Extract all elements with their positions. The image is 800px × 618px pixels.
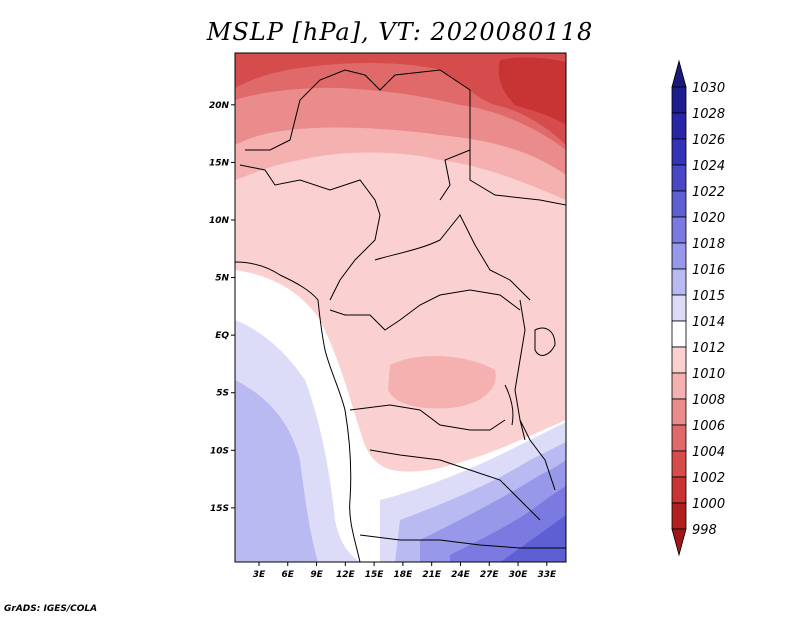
lon-tick-label: 21E	[422, 570, 442, 580]
colorbar-swatch	[671, 242, 687, 270]
field-1022-southeast	[500, 515, 566, 562]
lat-tick-label: 15N	[209, 158, 230, 168]
colorbar-label: 998	[692, 523, 717, 538]
colorbar-swatch	[671, 320, 687, 348]
border-central-2	[329, 289, 521, 331]
colorbar-label: 1002	[692, 471, 725, 486]
colorbar-label: 1012	[692, 341, 725, 356]
colorbar-label: 1030	[692, 81, 725, 96]
lon-tick-label: 15E	[365, 570, 385, 580]
colorbar-swatch	[671, 398, 687, 426]
colorbar-label: 1015	[692, 289, 725, 304]
map-frame	[234, 52, 567, 563]
colorbar-swatch	[671, 450, 687, 478]
border-east-1	[514, 299, 556, 491]
border-south-1	[369, 449, 541, 521]
colorbar-top-arrow	[671, 59, 687, 88]
colorbar-bottom-arrow	[671, 528, 687, 557]
colorbar-swatch	[671, 424, 687, 452]
lon-tick-label: 30E	[509, 570, 529, 580]
colorbar-swatch	[671, 476, 687, 504]
colorbar-label: 1014	[692, 315, 725, 330]
pressure-field	[235, 53, 566, 562]
lat-tick-label: 5N	[215, 274, 229, 284]
latitude-axis: 20N 15N 10N 5N EQ 5S 10S 15S	[209, 101, 235, 514]
colorbar-swatch	[671, 372, 687, 400]
coastline-west-africa	[235, 261, 361, 562]
lat-tick-label: EQ	[215, 331, 229, 341]
colorbar-swatch	[671, 346, 687, 374]
colorbar-swatch	[671, 164, 687, 192]
border-south-2	[359, 534, 566, 549]
colorbar-swatch	[671, 190, 687, 218]
grads-credit: GrADS: IGES/COLA	[4, 604, 98, 614]
longitude-axis: 3E 6E 9E 12E 15E 18E 21E 24E 27E 30E 33E	[253, 562, 557, 580]
lon-tick-label: 3E	[253, 570, 266, 580]
border-north-1	[245, 69, 471, 201]
colorbar-label: 1000	[692, 497, 725, 512]
lon-tick-label: 27E	[480, 570, 500, 580]
border-central-3	[349, 404, 506, 431]
colorbar-label: 1018	[692, 237, 725, 252]
lon-tick-label: 9E	[310, 570, 323, 580]
colorbar-swatch	[671, 138, 687, 166]
border-central-1	[374, 214, 531, 301]
lat-tick-label: 20N	[209, 101, 230, 111]
colorbar-label: 1016	[692, 263, 725, 278]
field-1004-north	[235, 53, 566, 145]
colorbar-label: 1022	[692, 185, 725, 200]
field-1010-congo	[388, 355, 496, 409]
lon-tick-label: 6E	[282, 570, 295, 580]
colorbar-swatch	[671, 216, 687, 244]
colorbar-label: 1004	[692, 445, 725, 460]
colorbar-label: 1020	[692, 211, 725, 226]
lon-tick-label: 33E	[537, 570, 557, 580]
colorbar-label: 1008	[692, 393, 725, 408]
lon-tick-label: 24E	[451, 570, 471, 580]
colorbar-swatch	[671, 294, 687, 322]
lon-tick-label: 12E	[336, 570, 356, 580]
lon-tick-label: 18E	[394, 570, 414, 580]
border-east-2	[469, 150, 566, 206]
lat-tick-label: 10N	[209, 216, 230, 226]
colorbar-swatch	[671, 86, 687, 114]
lake-outline	[504, 327, 556, 441]
colorbar-label: 1026	[692, 133, 725, 148]
colorbar-label: 1024	[692, 159, 725, 174]
colorbar-swatch	[671, 268, 687, 296]
lat-tick-label: 10S	[210, 446, 229, 456]
colorbar-swatch	[671, 502, 687, 530]
colorbar-label: 1028	[692, 107, 725, 122]
lat-tick-label: 5S	[216, 389, 229, 399]
colorbar: 1030 1028 1026 1024 1022 1020 1018 1016 1015 1014…	[671, 59, 725, 557]
country-borders	[235, 69, 566, 562]
chart-title: MSLP [hPa], VT: 2020080118	[206, 18, 594, 46]
colorbar-label: 1006	[692, 419, 725, 434]
border-north-2	[239, 164, 381, 301]
lat-tick-label: 15S	[210, 504, 229, 514]
colorbar-swatch	[671, 112, 687, 140]
colorbar-label: 1010	[692, 367, 725, 382]
field-1002-north	[498, 57, 566, 125]
